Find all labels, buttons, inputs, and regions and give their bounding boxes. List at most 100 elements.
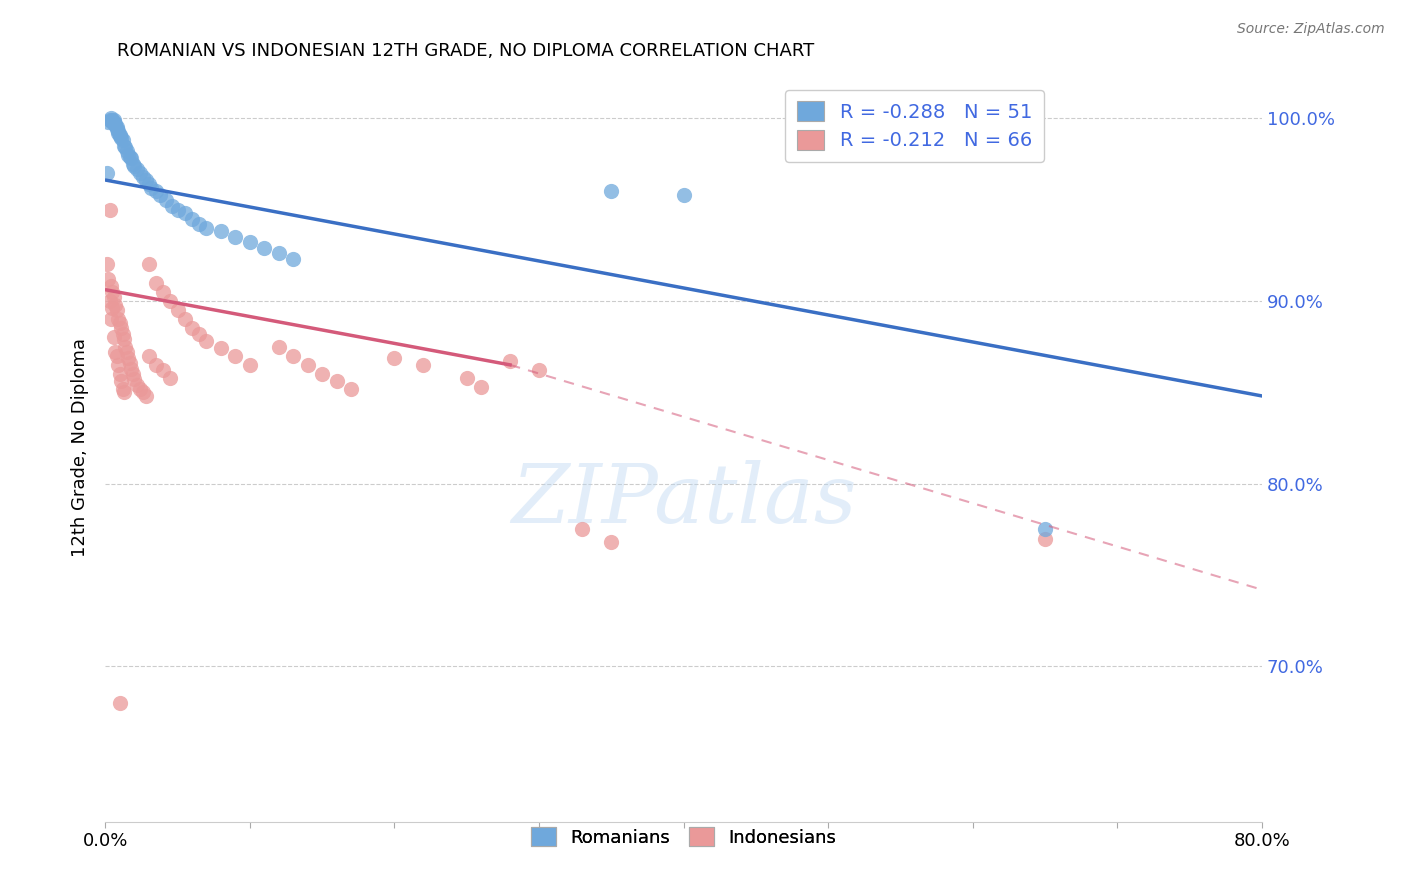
Point — [108, 316, 131, 330]
Point — [96, 166, 118, 180]
Point — [311, 367, 333, 381]
Point — [267, 246, 290, 260]
Point — [108, 696, 131, 710]
Text: Source: ZipAtlas.com: Source: ZipAtlas.com — [1237, 22, 1385, 37]
Point — [121, 367, 143, 381]
Point — [96, 257, 118, 271]
Point — [104, 345, 127, 359]
Point — [239, 235, 262, 250]
Point — [173, 312, 195, 326]
Point — [152, 363, 174, 377]
Point — [135, 173, 157, 187]
Point — [120, 152, 142, 166]
Point — [118, 149, 141, 163]
Point — [104, 119, 127, 133]
Point — [166, 202, 188, 217]
Point — [1033, 532, 1056, 546]
Point — [152, 285, 174, 299]
Point — [209, 224, 232, 238]
Point — [101, 115, 124, 129]
Point — [100, 312, 122, 326]
Point — [149, 187, 172, 202]
Point — [107, 124, 129, 138]
Point — [297, 358, 319, 372]
Point — [135, 389, 157, 403]
Point — [145, 276, 167, 290]
Point — [159, 370, 181, 384]
Point — [325, 374, 347, 388]
Point — [97, 115, 120, 129]
Point — [181, 321, 204, 335]
Point — [600, 184, 623, 198]
Point — [111, 326, 134, 341]
Point — [103, 112, 125, 127]
Point — [105, 120, 128, 135]
Point — [188, 217, 211, 231]
Point — [499, 354, 522, 368]
Point — [145, 184, 167, 198]
Point — [527, 363, 550, 377]
Point — [110, 131, 132, 145]
Point — [103, 330, 125, 344]
Point — [166, 303, 188, 318]
Point — [97, 272, 120, 286]
Point — [239, 358, 262, 372]
Text: ZIPatlas: ZIPatlas — [510, 459, 856, 540]
Point — [117, 147, 139, 161]
Point — [110, 374, 132, 388]
Point — [114, 340, 136, 354]
Point — [188, 326, 211, 341]
Point — [672, 187, 695, 202]
Point — [209, 342, 232, 356]
Point — [101, 301, 124, 316]
Point — [103, 290, 125, 304]
Point — [105, 303, 128, 318]
Point — [267, 340, 290, 354]
Point — [108, 129, 131, 144]
Point — [110, 321, 132, 335]
Point — [129, 382, 152, 396]
Point — [98, 202, 121, 217]
Point — [340, 382, 363, 396]
Point — [111, 382, 134, 396]
Point — [122, 159, 145, 173]
Point — [138, 257, 160, 271]
Point — [125, 378, 148, 392]
Point — [122, 372, 145, 386]
Point — [100, 279, 122, 293]
Point — [120, 361, 142, 376]
Y-axis label: 12th Grade, No Diploma: 12th Grade, No Diploma — [72, 338, 89, 557]
Point — [101, 112, 124, 127]
Point — [108, 128, 131, 142]
Point — [98, 112, 121, 127]
Point — [101, 285, 124, 299]
Point — [112, 138, 135, 153]
Point — [125, 162, 148, 177]
Point — [384, 351, 406, 365]
Point — [470, 380, 492, 394]
Point — [103, 115, 125, 129]
Point — [600, 535, 623, 549]
Text: ROMANIAN VS INDONESIAN 12TH GRADE, NO DIPLOMA CORRELATION CHART: ROMANIAN VS INDONESIAN 12TH GRADE, NO DI… — [117, 42, 814, 60]
Point — [159, 293, 181, 308]
Point — [155, 194, 177, 208]
Point — [571, 522, 593, 536]
Point — [456, 370, 478, 384]
Point — [283, 252, 305, 266]
Point — [121, 157, 143, 171]
Point — [115, 144, 138, 158]
Point — [117, 351, 139, 365]
Point — [132, 169, 155, 184]
Point — [145, 358, 167, 372]
Point — [105, 122, 128, 136]
Point — [224, 349, 246, 363]
Point — [112, 332, 135, 346]
Point — [224, 230, 246, 244]
Point — [107, 312, 129, 326]
Point — [104, 297, 127, 311]
Point — [129, 166, 152, 180]
Point — [104, 117, 127, 131]
Point — [195, 334, 218, 348]
Point — [111, 133, 134, 147]
Point — [118, 356, 141, 370]
